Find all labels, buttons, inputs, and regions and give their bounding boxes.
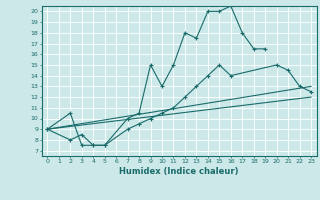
X-axis label: Humidex (Indice chaleur): Humidex (Indice chaleur) <box>119 167 239 176</box>
